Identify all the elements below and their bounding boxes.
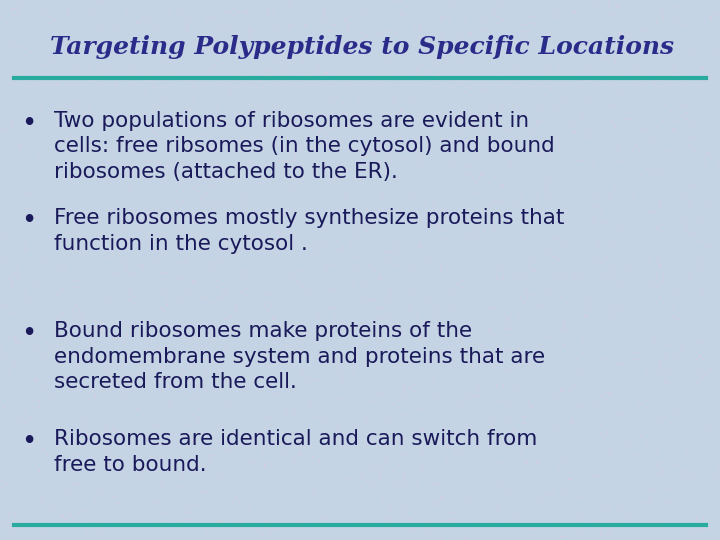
Text: •: • bbox=[21, 321, 37, 347]
Text: •: • bbox=[21, 111, 37, 137]
Text: Two populations of ribosomes are evident in
cells: free ribsomes (in the cytosol: Two populations of ribosomes are evident… bbox=[54, 111, 554, 182]
Text: Bound ribosomes make proteins of the
endomembrane system and proteins that are
s: Bound ribosomes make proteins of the end… bbox=[54, 321, 545, 393]
Text: Ribosomes are identical and can switch from
free to bound.: Ribosomes are identical and can switch f… bbox=[54, 429, 537, 475]
Text: •: • bbox=[21, 208, 37, 234]
Text: Free ribosomes mostly synthesize proteins that
function in the cytosol .: Free ribosomes mostly synthesize protein… bbox=[54, 208, 564, 253]
Text: Targeting Polypeptides to Specific Locations: Targeting Polypeptides to Specific Locat… bbox=[50, 35, 675, 59]
Text: •: • bbox=[21, 429, 37, 455]
